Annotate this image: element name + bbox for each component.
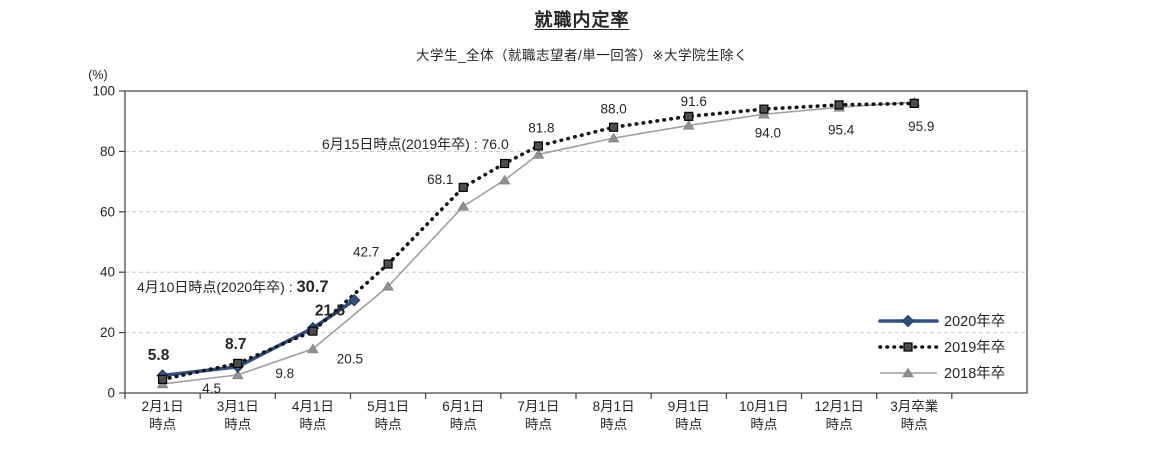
x-axis-label-line2: 時点 — [901, 417, 928, 432]
data-label-2019年卒: 42.7 — [353, 245, 379, 260]
legend-label-2019年卒: 2019年卒 — [944, 339, 1005, 356]
x-axis-label-line2: 時点 — [826, 417, 853, 432]
data-label-2019年卒: 20.5 — [337, 352, 363, 367]
annotation: 4月10日時点(2020年卒) : 30.7 — [137, 278, 329, 296]
data-label-2020年卒: 8.7 — [225, 336, 247, 353]
x-axis-label-line2: 時点 — [525, 417, 552, 432]
triangle-marker — [498, 174, 511, 185]
y-axis-label: 100 — [92, 84, 115, 99]
diamond-marker — [901, 314, 915, 328]
x-axis-label: 6月1日 — [442, 399, 484, 414]
x-axis-label: 5月1日 — [367, 399, 409, 414]
x-axis-label-line2: 時点 — [299, 417, 326, 432]
y-axis-label: 20 — [100, 325, 115, 340]
data-label-2020年卒: 5.8 — [148, 347, 170, 364]
x-axis-label-line2: 時点 — [675, 417, 702, 432]
data-label-2019年卒: 95.9 — [908, 119, 934, 134]
square-marker — [233, 358, 243, 369]
y-axis-label: 40 — [100, 265, 115, 280]
square-marker — [759, 104, 769, 114]
x-axis-label-line2: 時点 — [149, 417, 176, 432]
x-axis-label-line2: 時点 — [375, 417, 402, 432]
data-label-2019年卒: 94.0 — [755, 126, 781, 141]
data-label-2019年卒: 4.5 — [202, 381, 221, 396]
x-axis-label: 8月1日 — [593, 399, 635, 414]
triangle-marker — [607, 132, 620, 143]
x-axis-label-line2: 時点 — [450, 417, 477, 432]
legend-label-2020年卒: 2020年卒 — [944, 313, 1005, 330]
x-axis-label: 3月1日 — [217, 399, 259, 414]
triangle-marker — [457, 200, 470, 211]
chart-subtitle: 大学生_全体（就職志望者/単一回答）※大学院生除く — [415, 48, 749, 63]
triangle-marker — [682, 119, 695, 130]
data-label-2019年卒: 68.1 — [427, 172, 453, 187]
square-marker — [909, 98, 919, 108]
data-label-2019年卒: 9.8 — [275, 366, 294, 381]
x-axis-label-line2: 時点 — [750, 417, 777, 432]
x-axis-label: 2月1日 — [142, 399, 184, 414]
x-axis-label: 3月卒業 — [890, 399, 939, 414]
square-marker — [533, 141, 544, 151]
triangle-marker — [757, 108, 770, 119]
legend-label-2018年卒: 2018年卒 — [944, 365, 1005, 382]
x-axis-label: 9月1日 — [668, 399, 710, 414]
annotation: 6月15日時点(2019年卒) : 76.0 — [322, 136, 509, 152]
y-axis-label: 60 — [100, 204, 115, 219]
data-label-2019年卒: 88.0 — [600, 102, 626, 117]
square-marker — [383, 259, 393, 269]
x-axis-label: 10月1日 — [739, 399, 789, 414]
square-marker — [903, 342, 913, 352]
series-line-2018年卒 — [162, 101, 915, 385]
x-axis-label-line2: 時点 — [600, 417, 627, 432]
square-marker — [308, 326, 318, 336]
triangle-marker — [231, 369, 244, 380]
x-axis-label: 7月1日 — [517, 399, 559, 414]
data-label-2019年卒: 91.6 — [681, 94, 707, 109]
y-axis-label: 0 — [107, 386, 115, 401]
y-axis-label: 80 — [100, 144, 115, 159]
square-marker — [684, 111, 694, 121]
triangle-marker — [382, 280, 395, 291]
square-marker — [157, 374, 168, 385]
square-marker — [458, 182, 468, 192]
y-axis-unit-label: (%) — [88, 68, 107, 82]
square-marker — [608, 122, 619, 132]
x-axis-label-line2: 時点 — [224, 417, 251, 432]
data-label-2019年卒: 81.8 — [528, 120, 554, 135]
data-label-2019年卒: 95.4 — [828, 122, 855, 137]
triangle-marker — [306, 343, 319, 354]
data-label-2020年卒: 21.5 — [315, 303, 346, 320]
square-marker — [499, 158, 510, 169]
square-marker — [834, 100, 844, 110]
diamond-marker — [348, 294, 361, 307]
chart-title: 就職内定率 — [534, 10, 630, 30]
triangle-marker — [902, 367, 914, 378]
triangle-marker — [532, 148, 545, 159]
series-line-2019年卒 — [160, 101, 917, 382]
x-axis-label: 12月1日 — [814, 399, 864, 414]
x-axis-label: 4月1日 — [292, 399, 334, 414]
